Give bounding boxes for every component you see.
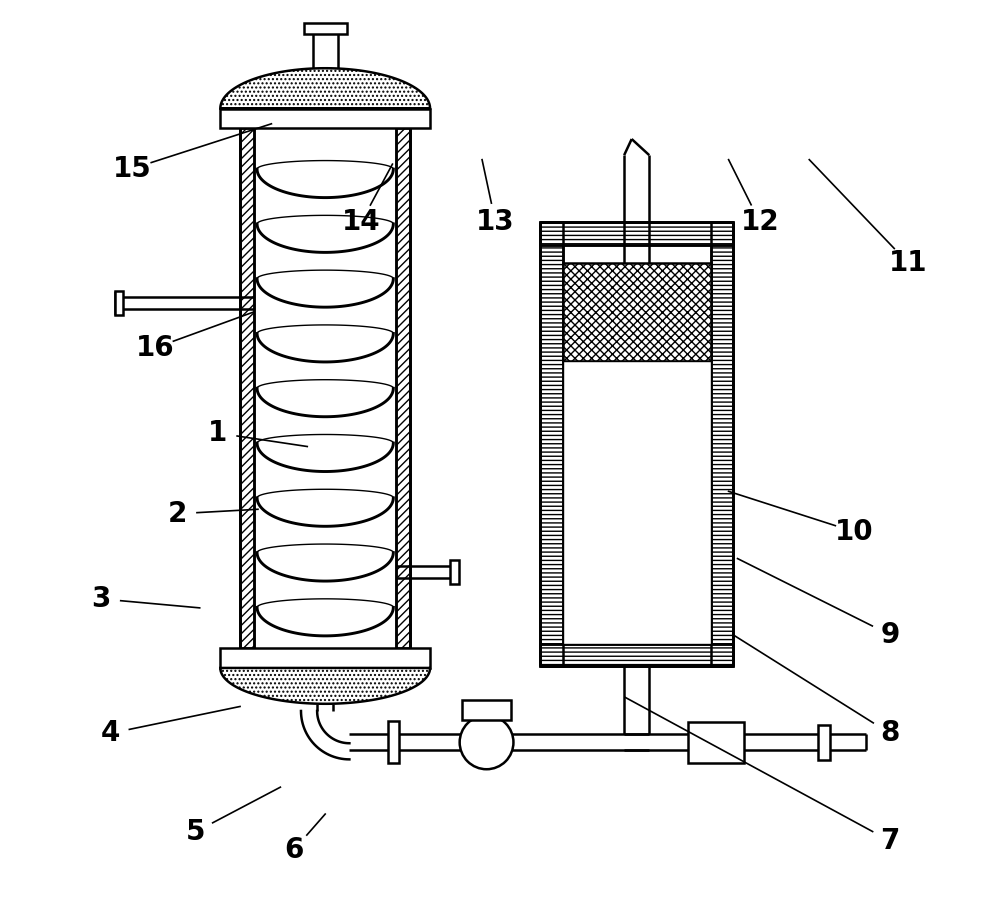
- Bar: [818, 724, 830, 760]
- Polygon shape: [220, 668, 430, 704]
- Bar: [220, 108, 430, 128]
- Bar: [388, 722, 399, 763]
- Polygon shape: [240, 128, 254, 649]
- Text: 8: 8: [880, 720, 900, 748]
- Bar: [462, 700, 511, 720]
- Text: 9: 9: [880, 621, 900, 649]
- Circle shape: [460, 715, 513, 769]
- Bar: [450, 560, 459, 584]
- Text: 4: 4: [100, 720, 120, 748]
- Text: 7: 7: [880, 827, 900, 855]
- Bar: [115, 291, 123, 315]
- Text: 11: 11: [889, 249, 927, 277]
- Polygon shape: [563, 262, 711, 362]
- Text: 5: 5: [185, 818, 205, 846]
- Polygon shape: [540, 223, 733, 244]
- Bar: [220, 649, 430, 668]
- Text: 10: 10: [835, 518, 873, 546]
- Text: 15: 15: [113, 154, 152, 182]
- Text: 1: 1: [208, 419, 227, 447]
- Polygon shape: [711, 223, 733, 667]
- Bar: [304, 23, 347, 34]
- Text: 12: 12: [741, 208, 779, 236]
- Text: 14: 14: [342, 208, 380, 236]
- Polygon shape: [540, 644, 733, 667]
- Text: 13: 13: [476, 208, 515, 236]
- Text: 6: 6: [284, 836, 304, 864]
- Polygon shape: [540, 223, 563, 667]
- Text: 16: 16: [136, 334, 174, 362]
- Polygon shape: [563, 362, 711, 644]
- Polygon shape: [220, 69, 430, 108]
- Polygon shape: [396, 128, 410, 649]
- Text: 3: 3: [91, 584, 111, 613]
- Text: 2: 2: [168, 500, 187, 528]
- Bar: [688, 723, 744, 762]
